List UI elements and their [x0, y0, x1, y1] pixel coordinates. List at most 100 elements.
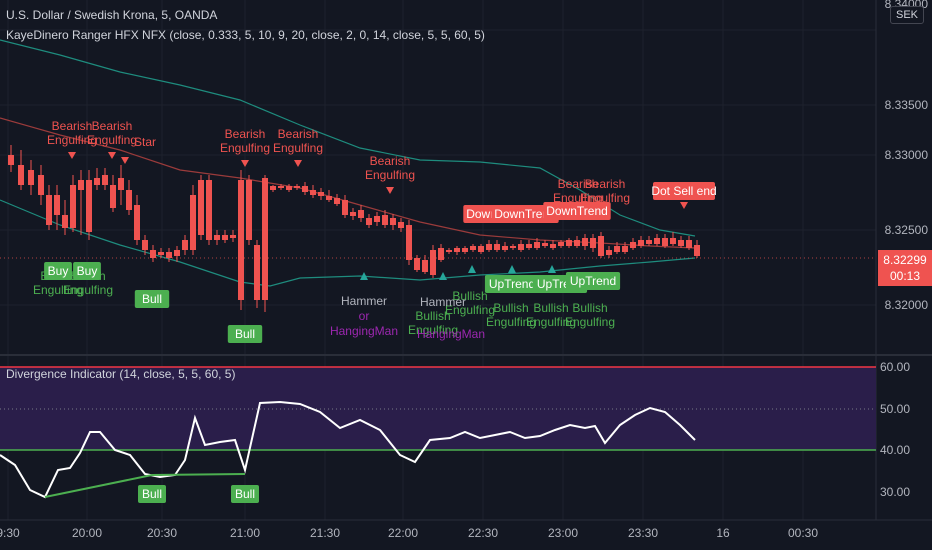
candle-body [438, 248, 444, 260]
candle-body [270, 186, 276, 190]
candle-body [502, 246, 508, 250]
time-label-1: 9:30 [0, 526, 20, 540]
candle-body [158, 252, 164, 255]
bearish-engulfing-2-arrow [108, 152, 116, 159]
candle-body [662, 238, 668, 246]
or-text: or [359, 309, 370, 323]
time-label-7: 22:30 [468, 526, 498, 540]
candle-body [686, 240, 692, 248]
candle-body [110, 185, 116, 208]
bearish-engulfing-4-arrow [294, 160, 302, 167]
bearish-engulfing-1-line2: Engulfing [47, 133, 97, 147]
candle-body [622, 246, 628, 252]
candle-body [350, 212, 356, 216]
candle-body [294, 186, 300, 188]
hammer-text-1: Hammer [341, 294, 387, 308]
candle-body [526, 244, 532, 248]
candle-body [478, 246, 484, 252]
candle-body [318, 192, 324, 196]
candle-body [86, 180, 92, 232]
candle-body [342, 200, 348, 215]
bearish-engulfing-3-line2: Engulfing [220, 141, 270, 155]
candle-body [670, 238, 676, 244]
bearish-engulfing-2-line2: Engulfing [87, 133, 137, 147]
bullish-engulfing-3-line2: Engulfing [408, 323, 458, 337]
bullish-divergence-2 [151, 473, 246, 476]
bull-label-2-text: Bull [235, 327, 255, 341]
last-price-badge [878, 250, 932, 286]
candle-body [118, 178, 124, 190]
price-tick-4: 8.32500 [885, 223, 929, 237]
bearish-engulfing-7-line2: Engulfing [580, 191, 630, 205]
candlestick-series [8, 145, 700, 312]
candle-body [414, 258, 420, 270]
bearish-engulfing-2-line1: Bearish [92, 119, 133, 133]
bullish-engulfing-5-line2: Engulfing [486, 315, 536, 329]
buy-label-1-box [44, 262, 72, 280]
bearish-engulfing-1-line1: Bearish [52, 119, 93, 133]
hammer-text-2: Hammer [420, 295, 466, 309]
candle-body [558, 242, 564, 246]
buy-label-1-text: Buy [48, 264, 69, 278]
candle-body [94, 178, 100, 185]
bullish-engulfing-7-line2: Engulfing [565, 315, 615, 329]
candle-body [310, 190, 316, 195]
osc-tick-3: 40.00 [880, 443, 910, 457]
bearish-engulfing-3-line1: Bearish [225, 127, 266, 141]
osc-tick-2: 50.00 [880, 402, 910, 416]
bearish-engulfing-3-arrow [241, 160, 249, 167]
price-tick-1: 8.34000 [885, 0, 929, 11]
time-axis[interactable]: 9:30 20:00 20:30 21:00 21:30 22:00 22:30 23:00 2… [0, 526, 818, 540]
price-tick-3: 8.33000 [885, 148, 929, 162]
osc-tick-4: 30.00 [880, 485, 910, 499]
candle-body [382, 215, 388, 225]
candle-body [374, 216, 380, 222]
lower-band [0, 199, 696, 287]
hangingman-text-1: HangingMan [330, 324, 398, 338]
candle-body [334, 198, 340, 204]
oscillator-title[interactable]: Divergence Indicator (14, close, 5, 5, 6… [6, 367, 236, 381]
candle-body [454, 248, 460, 252]
candle-body [430, 250, 436, 275]
candle-body [198, 180, 204, 235]
candle-body [18, 165, 24, 185]
downtrend-label-3-text: DownTrend [546, 204, 608, 218]
osc-bull-box-2 [231, 485, 259, 503]
symbol-title[interactable]: U.S. Dollar / Swedish Krona, 5, OANDA [6, 8, 218, 22]
currency-badge[interactable]: SEK [889, 6, 924, 24]
candle-body [230, 235, 236, 238]
uptrend-label-1-box [484, 275, 540, 293]
bullish-engulfing-5-line1: Bullish [493, 301, 528, 315]
candle-body [694, 245, 700, 256]
bull-arrow-2 [508, 265, 516, 273]
indicator-title[interactable]: KayeDinero Ranger HFX NFX (close, 0.333,… [6, 28, 485, 42]
bearish-star-text: Star [134, 135, 156, 149]
downtrend-label-3-box [543, 202, 611, 220]
candle-body [28, 170, 34, 185]
bull-arrow-3 [548, 265, 556, 273]
candle-body [222, 235, 228, 240]
price-axis[interactable]: 8.34000 8.33500 8.33000 8.32500 8.32000 8.322… [878, 0, 932, 499]
osc-tick-1: 60.00 [880, 360, 910, 374]
candle-body [142, 240, 148, 250]
bull-label-2-box [227, 325, 263, 343]
osc-bull-text-2: Bull [235, 487, 255, 501]
dot-sell-arrow [680, 202, 688, 209]
bull-label-1-box [134, 290, 170, 308]
bearish-engulfing-1-arrow [68, 152, 76, 159]
candle-body [278, 186, 284, 188]
candle-body [358, 210, 364, 218]
candle-body [262, 178, 268, 300]
candle-body [630, 242, 636, 248]
candle-body [678, 240, 684, 246]
candle-body [286, 186, 292, 190]
time-label-5: 21:30 [310, 526, 340, 540]
last-price-text: 8.32299 [883, 253, 927, 267]
candle-body [366, 218, 372, 225]
countdown-text: 00:13 [890, 269, 920, 283]
candle-body [126, 190, 132, 210]
bull-arrow-1 [468, 265, 476, 273]
bearish-engulfing-7-line1: Bearish [585, 177, 626, 191]
osc-zone-fill [0, 367, 876, 450]
